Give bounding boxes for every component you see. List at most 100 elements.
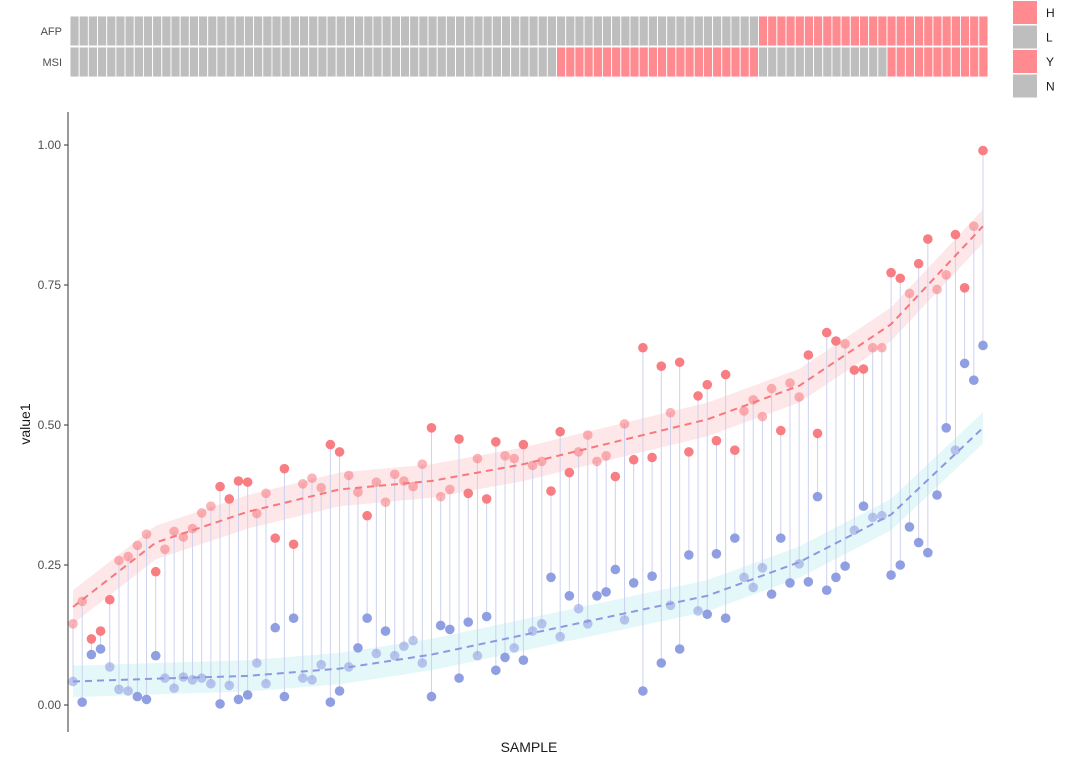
point-series-2 [748,582,759,593]
point-series-1 [426,423,437,433]
track-cell [106,46,117,78]
point-series-2 [693,606,703,616]
track-cell [519,46,530,78]
point-series-2 [380,626,391,636]
point-series-2 [224,680,235,691]
legend-key-y [1013,50,1037,73]
point-series-1 [941,270,952,280]
point-series-1 [592,456,602,467]
point-series-1 [582,430,593,440]
track-cell [198,46,209,78]
track-cell [932,46,943,78]
track-cell [831,15,842,47]
track-cell [859,15,870,47]
confidence-bands [73,209,983,698]
point-series-2 [775,533,786,543]
point-series-1 [77,596,87,607]
trend-line-1 [72,225,984,608]
point-series-2 [757,563,768,573]
point-series-1 [509,453,520,464]
point-series-2 [684,550,694,560]
track-cell [243,46,255,78]
point-series-1 [371,477,382,487]
track-cell [106,15,117,47]
y-tick-label: 0.00 [38,698,62,712]
track-cell [317,15,328,47]
point-series-2 [739,572,749,583]
track-cell [565,46,576,78]
point-series-1 [932,284,942,295]
point-series-2 [389,650,400,661]
point-series-2 [233,694,244,705]
point-series-2 [104,662,115,672]
track-cell [271,15,282,47]
point-series-1 [858,364,869,374]
track-cell [299,15,310,47]
point-series-1 [454,434,464,444]
track-cell [941,46,952,78]
track-cell [785,15,796,47]
track-label-afp: AFP [41,26,62,38]
track-cell [822,15,833,47]
point-series-1 [389,469,400,480]
track-cell [344,15,356,47]
point-series-2 [242,690,253,700]
point-series-1 [674,357,685,368]
point-series-2 [803,577,814,587]
point-series-1 [748,395,759,405]
point-series-2 [417,658,428,668]
track-cell [611,46,622,78]
point-series-1 [86,634,97,644]
track-cell [78,15,89,47]
track-cell [767,15,778,47]
point-series-1 [619,419,630,429]
point-series-2 [454,673,464,683]
point-series-2 [150,650,161,661]
x-axis-title: SAMPLE [501,739,558,755]
point-series-1 [233,476,244,486]
point-series-2 [886,570,896,580]
track-cell [519,15,530,47]
point-series-1 [472,453,483,464]
track-cell [473,46,484,78]
point-series-1 [877,342,887,353]
y-ticks: 0.00 0.25 0.50 0.75 1.00 [38,138,68,712]
point-series-1 [353,487,363,498]
point-series-2 [343,662,354,672]
track-cell [381,15,392,47]
track-cell [859,46,870,78]
track-cell [684,46,695,78]
track-cell [418,46,429,78]
point-series-2 [252,658,262,668]
point-series-1 [279,463,290,474]
track-cell [390,15,401,47]
y-tick-label: 1.00 [38,138,62,152]
track-cell [822,46,833,78]
point-series-1 [481,494,492,504]
track-cell [840,46,851,78]
point-series-2 [509,643,520,653]
track-cell [840,15,851,47]
track-cell [400,15,411,47]
point-series-1 [178,532,189,542]
point-series-1 [656,361,667,372]
point-series-1 [445,484,455,495]
track-cell [87,15,98,47]
point-series-1 [316,482,326,493]
point-series-2 [196,673,207,683]
trend-line-2 [72,427,984,683]
legend-label-y: Y [1046,55,1054,69]
point-series-1 [803,350,814,360]
point-series-1 [904,288,915,299]
point-series-2 [68,676,78,687]
track-cell [482,15,493,47]
track-cell [969,15,980,47]
track-cell [877,15,888,47]
legend-label-l: L [1046,31,1053,45]
track-cell [363,15,374,47]
track-cell [849,46,860,78]
track-cell [427,46,438,78]
track-cell [767,46,778,78]
track-cell [978,46,989,78]
track-cell [188,15,199,47]
